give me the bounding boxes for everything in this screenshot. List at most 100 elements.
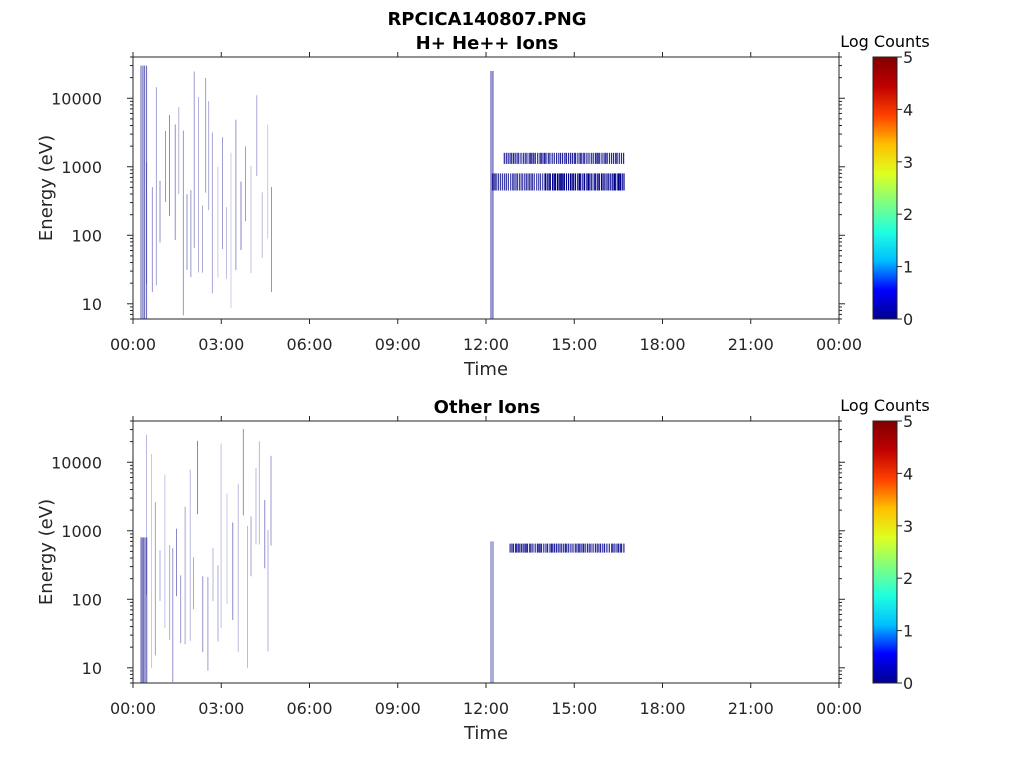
heatmap-cell [186, 194, 188, 270]
heatmap-cell [616, 152, 618, 164]
figure-title: RPCICA140807.PNG [387, 9, 586, 30]
heatmap-cell [574, 543, 576, 553]
heatmap-cell [518, 152, 520, 164]
heatmap-cell [586, 543, 588, 553]
heatmap-cell [514, 543, 517, 553]
heatmap-cell [525, 173, 527, 191]
heatmap-cell [507, 152, 509, 164]
y-tick-label: 100 [71, 590, 102, 609]
heatmap-cell [528, 173, 531, 191]
heatmap-cell [207, 577, 209, 671]
panel-title: H+ He++ Ions [416, 33, 559, 54]
colorbar-tick-label: 0 [903, 674, 913, 693]
heatmap-cell [237, 483, 239, 652]
heatmap-cell [582, 152, 584, 164]
heatmap-cell [211, 132, 213, 294]
heatmap-cell [140, 65, 142, 319]
colorbar-label: Log Counts [840, 396, 930, 415]
x-tick-label: 21:00 [728, 335, 774, 354]
y-axis-label: Energy (eV) [36, 135, 57, 241]
heatmap-cell [608, 152, 611, 164]
heatmap-cell [586, 152, 588, 164]
heatmap-cell [571, 173, 573, 191]
heatmap-cell [551, 152, 553, 164]
heatmap-cell [542, 173, 544, 191]
heatmap-cell [559, 543, 561, 553]
heatmap-cell [492, 541, 494, 683]
x-tick-label: 18:00 [639, 699, 685, 718]
heatmap-cell [169, 114, 170, 216]
y-tick-label: 1000 [61, 158, 102, 177]
heatmap-cell [597, 152, 599, 164]
heatmap-cell [552, 173, 554, 191]
heatmap-cell [498, 173, 500, 191]
heatmap-cell [543, 543, 545, 553]
heatmap-cell [267, 530, 269, 652]
heatmap-cell [232, 522, 234, 620]
heatmap-cell [598, 173, 600, 191]
heatmap-cell [606, 173, 608, 191]
heatmap-cell [270, 455, 272, 546]
x-tick-label: 12:00 [463, 699, 509, 718]
colorbar-tick-label: 0 [903, 310, 913, 329]
heatmap-cell [159, 550, 161, 601]
heatmap-cell [565, 173, 568, 191]
heatmap-cell [146, 162, 147, 284]
heatmap-cell [264, 499, 266, 569]
heatmap-cell [621, 173, 623, 191]
spectrogram-marks [140, 429, 625, 683]
heatmap-cell [144, 537, 146, 683]
heatmap-cell [527, 173, 529, 191]
heatmap-cell [560, 152, 562, 164]
heatmap-cell [600, 173, 603, 191]
heatmap-cell [590, 152, 592, 164]
heatmap-cell [531, 152, 533, 164]
heatmap-cell [193, 557, 194, 610]
heatmap-cell [490, 541, 492, 683]
heatmap-cell [618, 152, 620, 164]
heatmap-cell [538, 543, 540, 553]
heatmap-cell [554, 173, 556, 191]
heatmap-cell [524, 173, 526, 191]
heatmap-cell [531, 173, 534, 191]
heatmap-cell [595, 173, 597, 191]
heatmap-cell [235, 119, 237, 270]
heatmap-cell [612, 543, 614, 553]
y-axis-ticks: 10 100 1000 10000 [51, 420, 845, 684]
heatmap-cell [572, 543, 574, 553]
heatmap-cell [596, 543, 598, 553]
heatmap-cell [565, 152, 567, 164]
heatmap-cell [250, 516, 252, 577]
heatmap-cell [540, 543, 543, 553]
heatmap-cell [520, 543, 523, 553]
heatmap-cell [490, 71, 492, 319]
heatmap-cell [172, 548, 174, 683]
heatmap-cell [524, 543, 526, 553]
heatmap-cell [212, 547, 214, 602]
colorbar-tick-label: 1 [903, 258, 913, 277]
heatmap-cell [578, 173, 580, 191]
heatmap-cell [519, 543, 521, 553]
heatmap-cell [588, 152, 590, 164]
heatmap-cell [143, 65, 146, 319]
heatmap-cell [606, 152, 608, 164]
heatmap-cell [151, 453, 152, 668]
heatmap-cell [610, 173, 612, 191]
heatmap-cell [568, 173, 570, 191]
heatmap-cell [240, 181, 242, 250]
heatmap-cell [509, 152, 511, 164]
heatmap-cell [564, 152, 566, 164]
y-axis-label: Energy (eV) [36, 499, 57, 605]
heatmap-cell [600, 543, 602, 553]
colorbar-tick-label: 3 [903, 153, 913, 172]
heatmap-cell [189, 469, 191, 641]
plot-area [133, 421, 839, 683]
heatmap-cell [261, 192, 263, 258]
heatmap-cell [509, 543, 511, 553]
heatmap-cell [526, 543, 529, 553]
x-tick-label: 15:00 [551, 699, 597, 718]
heatmap-cell [588, 543, 590, 553]
heatmap-cell [159, 180, 161, 243]
heatmap-cell [529, 543, 531, 553]
